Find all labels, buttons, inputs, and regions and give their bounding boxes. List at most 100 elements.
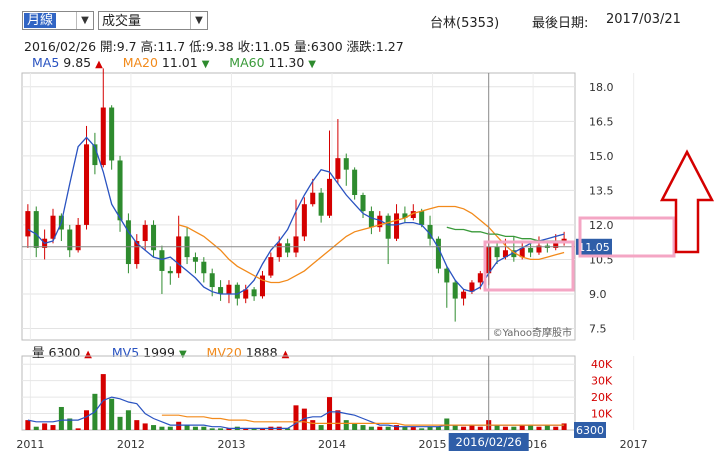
volume-bar [259, 428, 265, 430]
volume-bar [377, 426, 383, 430]
candle-body [528, 247, 534, 253]
volume-bar [318, 425, 324, 430]
period-select[interactable]: 月線 ▼ [22, 11, 94, 30]
volume-bar [218, 428, 224, 430]
candle-body [326, 178, 333, 216]
volume-bar [100, 374, 106, 430]
price-tick-label: 13.5 [589, 184, 614, 197]
volume-bar [243, 428, 249, 430]
candle-body [201, 261, 207, 274]
volume-bar [109, 398, 115, 430]
volume-bar [536, 426, 542, 430]
candle-body [67, 229, 73, 251]
candle-body [276, 243, 282, 258]
vol-dir-icon: ▲ [84, 349, 92, 360]
candle-body [352, 169, 358, 195]
candle-body [218, 287, 224, 294]
candle-body [410, 211, 416, 219]
highlight-box [483, 240, 575, 292]
price-tick-label: 12.0 [589, 219, 614, 232]
volume-bar [528, 425, 534, 430]
candle-body [151, 224, 157, 251]
x-tick-label: 2012 [117, 438, 145, 451]
volume-bar [402, 426, 408, 430]
volume-bar [293, 405, 299, 430]
volume-tick-label: 20K [591, 391, 613, 404]
candle-body [117, 160, 123, 221]
candle-body [50, 215, 56, 239]
volume-bar [343, 420, 349, 430]
candle-body [368, 211, 374, 228]
candle-body [301, 204, 307, 237]
candle-body [469, 282, 475, 292]
last-date-label: 最後日期: [532, 16, 589, 31]
volume-bar [251, 428, 257, 430]
chevron-down-icon[interactable]: ▼ [76, 12, 93, 29]
volume-cursor-label: 6300 [576, 424, 604, 437]
indicator-select[interactable]: 成交量 ▼ [98, 11, 208, 30]
volume-bar [50, 425, 56, 430]
info-low: 低:9.38 [189, 39, 234, 54]
volume-bar [410, 426, 416, 430]
candle-body [192, 257, 198, 262]
volume-bar [209, 428, 215, 430]
last-date: 2017/03/21 [606, 12, 681, 27]
candle-body [435, 238, 441, 269]
ma60-value: 11.30 [268, 55, 305, 70]
candle-body [142, 224, 148, 242]
volume-bar [159, 426, 165, 430]
candle-body [511, 250, 517, 258]
candle-body [536, 245, 542, 253]
x-tick-label: 2011 [16, 438, 44, 451]
candle-body [553, 241, 559, 248]
volume-bar [519, 425, 525, 430]
candle-body [402, 213, 408, 219]
volume-bar [502, 426, 508, 430]
candle-body [394, 213, 400, 239]
candle-body [444, 268, 450, 283]
overlay: 11.05 2016/02/26 6300 ©Yahoo奇摩股市 [22, 73, 715, 451]
volume-bar [58, 406, 64, 430]
volume-bar [469, 425, 475, 430]
candle-body [343, 158, 349, 170]
price-tick-label: 15.0 [589, 150, 614, 163]
candle-body [377, 215, 383, 228]
volume-bar [285, 428, 291, 430]
price-cursor-label: 11.05 [578, 241, 610, 254]
info-volume: 量:6300 [294, 39, 343, 54]
volume-bar [427, 426, 433, 430]
volume-cursor-label-bg [574, 422, 606, 438]
ma5-value: 9.85 [63, 55, 92, 70]
price-highlight-box [578, 216, 676, 258]
price-plot-frame [21, 72, 576, 341]
ma20-line [178, 205, 565, 284]
candle-body [461, 291, 467, 299]
volume-bar [176, 421, 182, 430]
candle-body [84, 144, 90, 225]
volume-bar [477, 426, 483, 430]
candle-body [285, 243, 291, 253]
volume-marks [25, 374, 567, 430]
chevron-down-icon[interactable]: ▼ [190, 12, 207, 29]
volume-bar [394, 425, 400, 430]
candle-body [226, 284, 232, 294]
price-tick-label: 18.0 [589, 81, 614, 94]
volume-bar [25, 420, 31, 430]
candle-body [318, 192, 324, 216]
candle-body [419, 211, 425, 225]
mv5-dir-icon: ▼ [178, 349, 187, 360]
candle-body [293, 236, 299, 253]
volume-bar [452, 425, 458, 430]
candle-body [167, 270, 173, 274]
volume-bar [134, 420, 140, 430]
price-tick-label: 9.0 [589, 288, 607, 301]
ma20-label: MA20 [122, 55, 158, 70]
candle-body [494, 246, 500, 258]
stock-name: 台林(5353) [430, 16, 500, 31]
candle-body [251, 289, 257, 297]
volume-tick-label: 10K [591, 408, 613, 421]
volume-bar [444, 418, 450, 430]
candle-body [427, 224, 433, 239]
candle-body [234, 284, 240, 299]
